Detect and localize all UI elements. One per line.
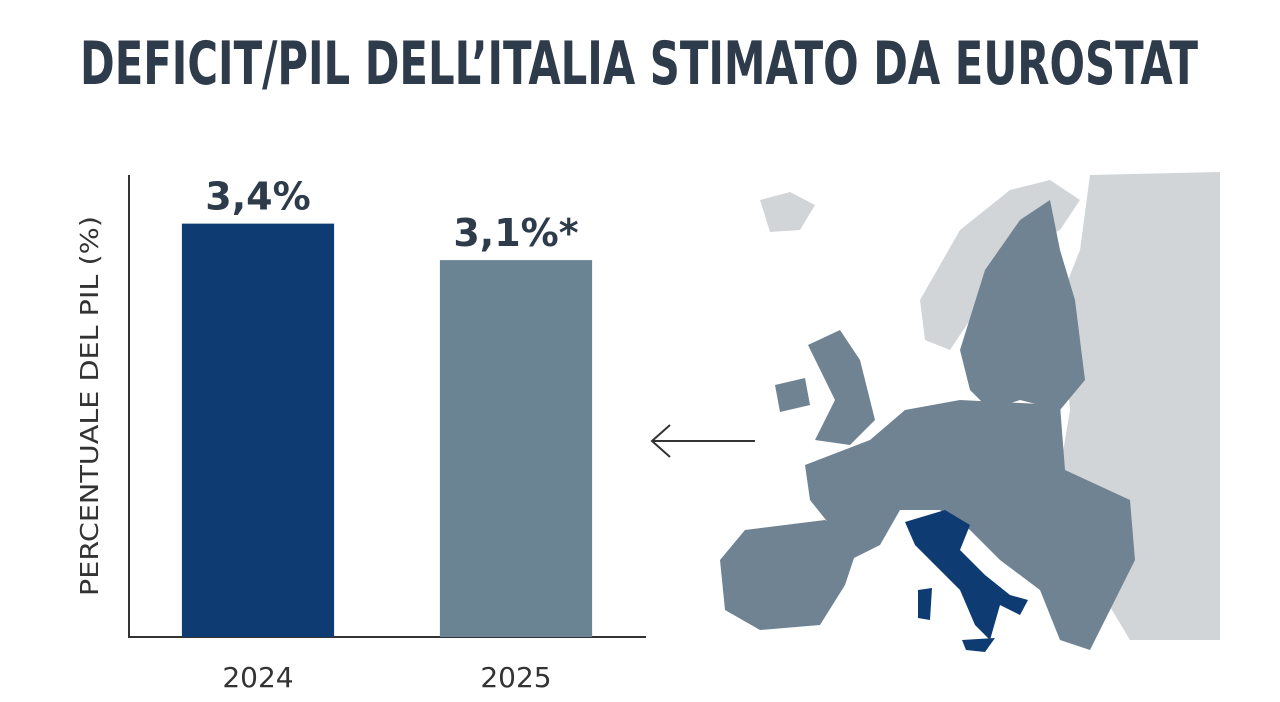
map-iceland [760,192,815,232]
y-axis-label: PERCENTUALE DEL PIL (%) [75,216,104,596]
map-italy [905,510,1028,652]
x-tick-label: 2025 [480,661,551,694]
bar [439,260,593,637]
arrow-head [650,424,671,458]
x-tick-label: 2024 [222,661,293,694]
chart-title: DEFICIT/PIL DELL’ITALIA STIMATO DA EUROS… [80,29,1198,99]
map-islands [775,330,875,445]
map-nordic [960,200,1085,410]
value-label: 3,4% [205,175,310,219]
map-iberia [720,520,860,630]
europe-map [720,172,1220,652]
value-label: 3,1%* [453,211,578,255]
arrow [650,424,755,458]
bar [181,223,335,637]
